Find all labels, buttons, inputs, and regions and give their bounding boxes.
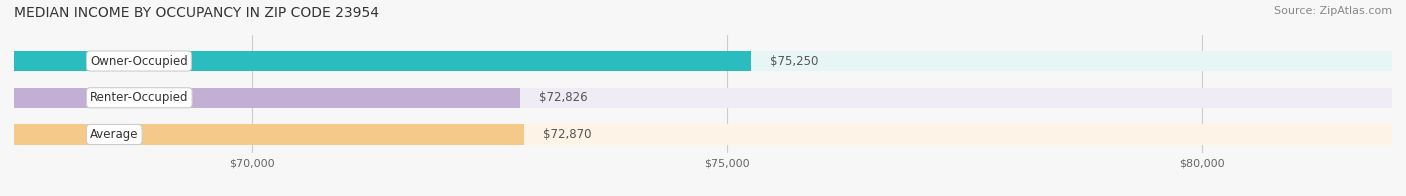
- Text: Average: Average: [90, 128, 139, 141]
- Text: $72,870: $72,870: [543, 128, 592, 141]
- Text: Owner-Occupied: Owner-Occupied: [90, 54, 188, 67]
- Bar: [14, 88, 1392, 108]
- Bar: [14, 51, 1392, 71]
- Text: MEDIAN INCOME BY OCCUPANCY IN ZIP CODE 23954: MEDIAN INCOME BY OCCUPANCY IN ZIP CODE 2…: [14, 6, 380, 20]
- Bar: [14, 51, 751, 71]
- Text: $72,826: $72,826: [538, 91, 588, 104]
- Bar: [14, 124, 1392, 145]
- Bar: [14, 88, 520, 108]
- Text: Renter-Occupied: Renter-Occupied: [90, 91, 188, 104]
- Text: Source: ZipAtlas.com: Source: ZipAtlas.com: [1274, 6, 1392, 16]
- Bar: [14, 124, 524, 145]
- Text: $75,250: $75,250: [769, 54, 818, 67]
